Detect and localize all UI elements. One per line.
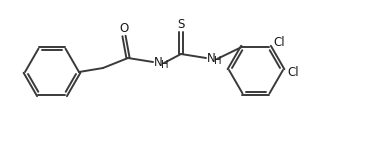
Text: H: H (161, 60, 169, 70)
Text: Cl: Cl (287, 66, 298, 80)
Text: H: H (214, 56, 221, 66)
Text: N: N (154, 57, 163, 69)
Text: N: N (207, 52, 216, 66)
Text: O: O (119, 22, 129, 36)
Text: S: S (177, 18, 185, 32)
Text: Cl: Cl (273, 36, 285, 49)
